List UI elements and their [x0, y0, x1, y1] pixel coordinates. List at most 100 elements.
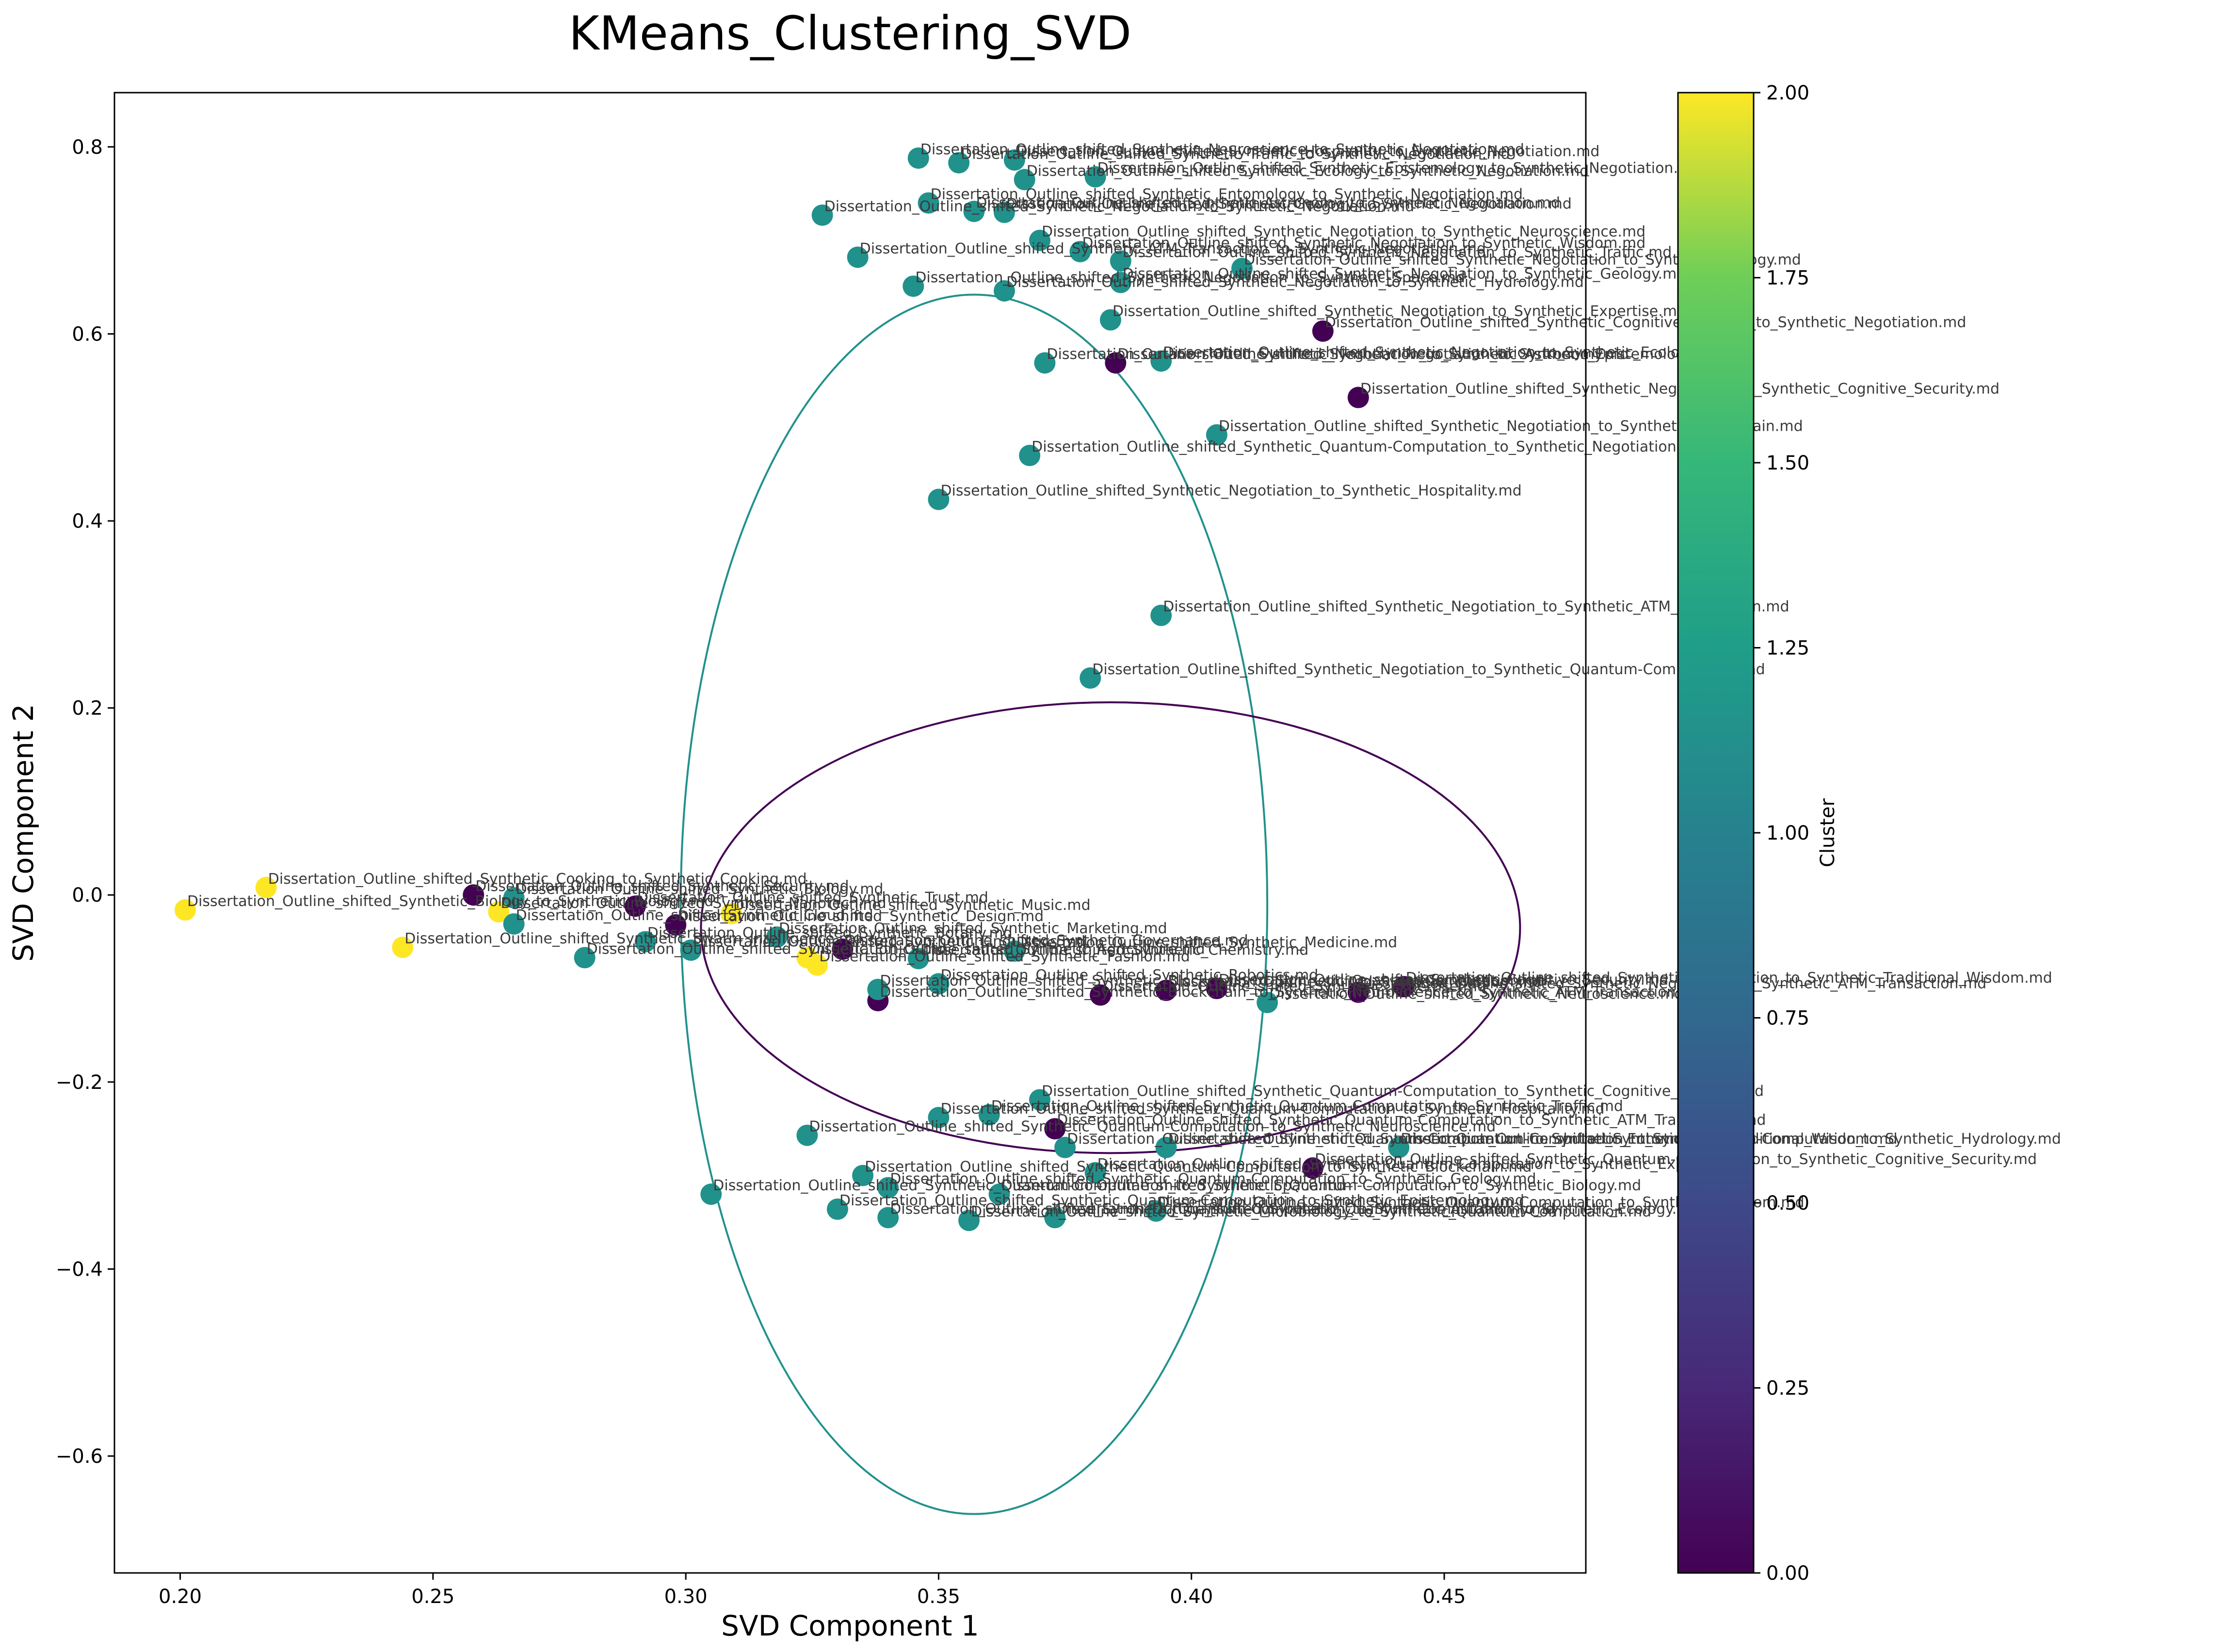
point-label: Dissertation_Outline_shifted_Synthetic_T…	[961, 146, 1510, 163]
y-tick-label: −0.2	[56, 1071, 103, 1094]
point-label: Dissertation_Outline_shifted_Synthetic_N…	[1047, 346, 1628, 363]
point-labels: Dissertation_Outline_shifted_Synthetic_C…	[187, 141, 2061, 1220]
colorbar-tick-label: 1.25	[1766, 637, 1809, 660]
data-point	[1003, 940, 1025, 962]
data-point	[1090, 984, 1112, 1006]
point-label: Dissertation_Outline_shifted_Synthetic_M…	[971, 1203, 1651, 1220]
y-tick-label: −0.6	[56, 1445, 103, 1468]
point-label: Dissertation_Outline_shifted_Synthetic_D…	[677, 908, 1044, 925]
point-label: Dissertation_Outline_shifted_Synthetic_N…	[1123, 265, 1686, 282]
data-point	[1054, 1136, 1076, 1158]
data-point	[928, 973, 950, 995]
y-tick-label: 0.2	[72, 697, 103, 720]
data-point	[766, 926, 788, 948]
point-label: Dissertation_Outline_shifted_Synthetic_B…	[187, 893, 713, 910]
point-label: Dissertation_Outline_shifted_Synthetic_Q…	[1097, 1156, 1754, 1173]
data-point	[665, 914, 687, 936]
y-tick-label: 0.8	[72, 136, 103, 159]
chart-title: KMeans_Clustering_SVD	[569, 6, 1131, 61]
point-label: Dissertation_Outline_shifted_Synthetic_N…	[1117, 346, 1719, 363]
data-point	[1034, 352, 1056, 374]
data-point	[1302, 1157, 1323, 1179]
data-point	[1069, 241, 1091, 262]
data-point	[928, 1107, 950, 1129]
data-point	[1145, 1200, 1167, 1222]
point-label: Dissertation_Outline_shifted_Synthetic_N…	[1360, 975, 1986, 992]
point-label: Dissertation_Outline_shifted_Synthetic_Q…	[1042, 1083, 1764, 1100]
data-point	[1150, 350, 1172, 372]
data-point	[1044, 1118, 1066, 1140]
data-point	[1084, 166, 1106, 188]
point-label: Dissertation_Outline_shifted_Synthetic_A…	[976, 194, 1560, 211]
point-label: Dissertation_Outline_shifted_Synthetic_N…	[940, 483, 1521, 500]
x-tick-label: 0.25	[411, 1586, 454, 1608]
data-point	[877, 1177, 899, 1199]
data-point	[811, 204, 833, 226]
y-tick-label: 0.4	[72, 510, 103, 533]
point-label: Dissertation_Outline_shifted_Synthetic_N…	[1163, 344, 1723, 361]
point-label: Dissertation_Outline_shifted_Synthetic_N…	[1042, 224, 1645, 241]
point-label: Dissertation_Outline_shifted_Synthetic_N…	[824, 198, 1415, 215]
point-label: Dissertation_Outline_shifted_Synthetic_Q…	[839, 1192, 1524, 1209]
data-point	[1110, 272, 1131, 293]
point-label: Dissertation_Outline_shifted_Synthetic_G…	[844, 932, 1248, 949]
point-label: Dissertation_Outline_shifted_Synthetic_Q…	[890, 1200, 1555, 1217]
data-point	[1347, 981, 1369, 1003]
point-label: Dissertation_Outline_shifted_Synthetic_S…	[404, 930, 862, 947]
point-label: Dissertation_Outline_shifted_Synthetic_Q…	[1057, 1200, 1700, 1217]
point-label: Dissertation_Outline_shifted_Synthetic_Q…	[865, 1159, 1532, 1176]
data-point	[174, 899, 196, 921]
colorbar-tick-label: 0.00	[1766, 1562, 1809, 1585]
data-point	[488, 901, 510, 923]
data-point	[463, 884, 484, 906]
point-label: Dissertation_Outline_shifted_Synthetic_B…	[516, 881, 884, 898]
data-point	[918, 192, 939, 214]
data-point	[852, 1165, 874, 1186]
data-point	[1388, 1136, 1410, 1158]
point-label: Dissertation_Outline_shifted_Synthetic_R…	[940, 967, 1318, 984]
colorbar-tick-label: 1.75	[1766, 267, 1809, 290]
point-label: Dissertation_Outline_shifted_Synthetic_E…	[1102, 978, 1486, 995]
cluster-1-ellipse	[679, 293, 1269, 1515]
point-label: Dissertation_Outline_shifted_Synthetic_Q…	[940, 1101, 1604, 1118]
data-point	[826, 1199, 848, 1220]
data-point	[680, 939, 702, 961]
colorbar-tick-label: 0.50	[1766, 1192, 1809, 1215]
data-point	[503, 887, 525, 908]
data-point	[1029, 229, 1050, 251]
point-label: Dissertation_Outline_shifted_Synthetic_M…	[1016, 934, 1397, 951]
cluster-0-ellipse	[700, 701, 1521, 1154]
x-tick-label: 0.45	[1423, 1586, 1466, 1608]
point-label: Dissertation_Outline_shifted_Synthetic_N…	[915, 269, 1465, 286]
x-tick-label: 0.20	[159, 1586, 202, 1608]
y-tick-label: 0.0	[72, 884, 103, 907]
data-point	[907, 147, 929, 169]
point-label: Dissertation_Outline_shifted_Synthetic_N…	[1269, 986, 1683, 1003]
data-point	[958, 1210, 980, 1231]
data-point	[1206, 978, 1227, 1000]
point-label: Dissertation_Outline_shifted_Synthetic_F…	[819, 948, 1190, 965]
plot-area	[174, 147, 1521, 1515]
data-point	[928, 488, 950, 510]
data-point	[255, 876, 277, 898]
point-label: Dissertation_Outline_shifted_Synthetic_N…	[1082, 235, 1645, 252]
data-point	[1150, 604, 1172, 626]
y-tick-label: 0.6	[72, 323, 103, 345]
point-label: Dissertation_Outline_shifted_Synthetic_L…	[693, 933, 1086, 950]
point-label: Dissertation_Outline_shifted_Synthetic_N…	[500, 895, 886, 912]
colorbar-label: Cluster	[1817, 798, 1839, 867]
data-point	[1393, 976, 1415, 998]
point-label: Dissertation_Outline_shifted_Synthetic_N…	[1092, 661, 1765, 678]
data-point	[877, 1207, 899, 1229]
data-point	[503, 913, 525, 935]
x-axis-label: SVD Component 1	[721, 1609, 979, 1642]
point-label: Dissertation_Outline_shifted_Synthetic_E…	[587, 940, 947, 957]
point-label: Dissertation_Outline_shifted_Synthetic_T…	[637, 889, 988, 906]
data-point	[392, 937, 414, 958]
point-label: Dissertation_Outline_shifted_Synthetic_M…	[733, 897, 1091, 914]
point-label: Dissertation_Outline_shifted_Synthetic_C…	[1219, 972, 1668, 988]
point-label: Dissertation_Outline_shifted_Synthetic_Q…	[809, 1118, 1496, 1135]
point-label: Dissertation_Outline_shifted_Synthetic_E…	[1097, 160, 1702, 177]
data-point	[1257, 991, 1278, 1013]
